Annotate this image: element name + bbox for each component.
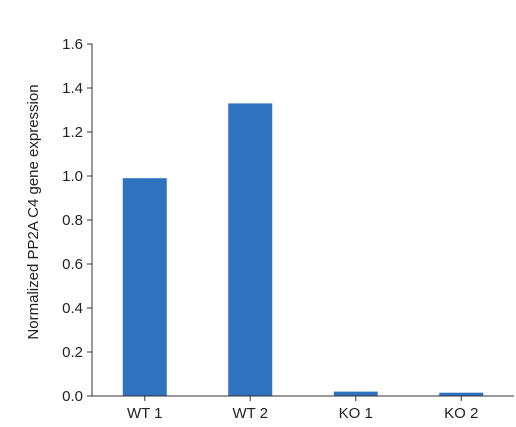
y-tick-label: 1.0	[62, 168, 83, 185]
y-tick-label: 0.8	[62, 212, 83, 229]
y-tick-label: 1.4	[62, 80, 83, 97]
bars	[122, 103, 484, 397]
x-axis: WT 1 WT 2 KO 1 KO 2	[92, 395, 514, 422]
y-tick-label: 0.4	[62, 300, 83, 317]
x-tick-label: KO 1	[339, 405, 373, 422]
y-tick-label: 1.6	[62, 36, 83, 53]
x-tick-label: KO 2	[444, 405, 478, 422]
y-tick-label: 0.0	[62, 388, 83, 405]
y-tick-label: 0.2	[62, 344, 83, 361]
bar-ko-1	[333, 391, 378, 396]
bar-ko-2	[439, 392, 484, 396]
y-tick-label: 0.6	[62, 256, 83, 273]
x-tick-label: WT 2	[232, 405, 268, 422]
x-tick-label: WT 1	[127, 405, 163, 422]
y-axis: 0.0 0.2 0.4 0.6 0.8 1.0 1.2 1.4 1.6	[62, 36, 93, 405]
bar-wt-2	[228, 103, 273, 397]
bar-wt-1	[122, 178, 167, 396]
y-axis-label: Normalized PP2A C4 gene expression	[25, 84, 42, 339]
y-tick-label: 1.2	[62, 124, 83, 141]
